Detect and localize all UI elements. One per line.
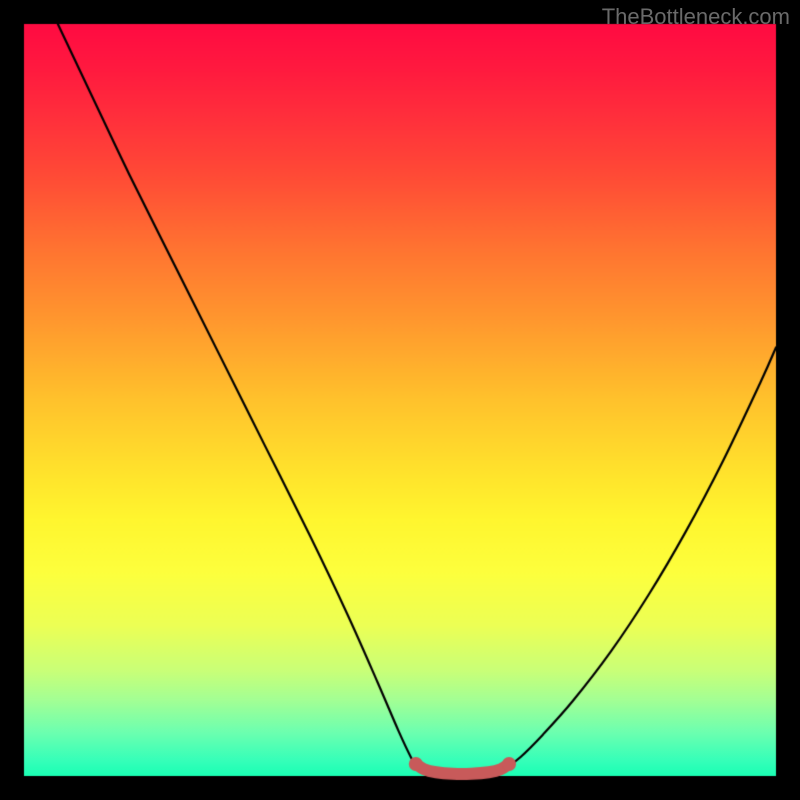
chart-container: TheBottleneck.com xyxy=(0,0,800,800)
bottleneck-chart-canvas xyxy=(0,0,800,800)
